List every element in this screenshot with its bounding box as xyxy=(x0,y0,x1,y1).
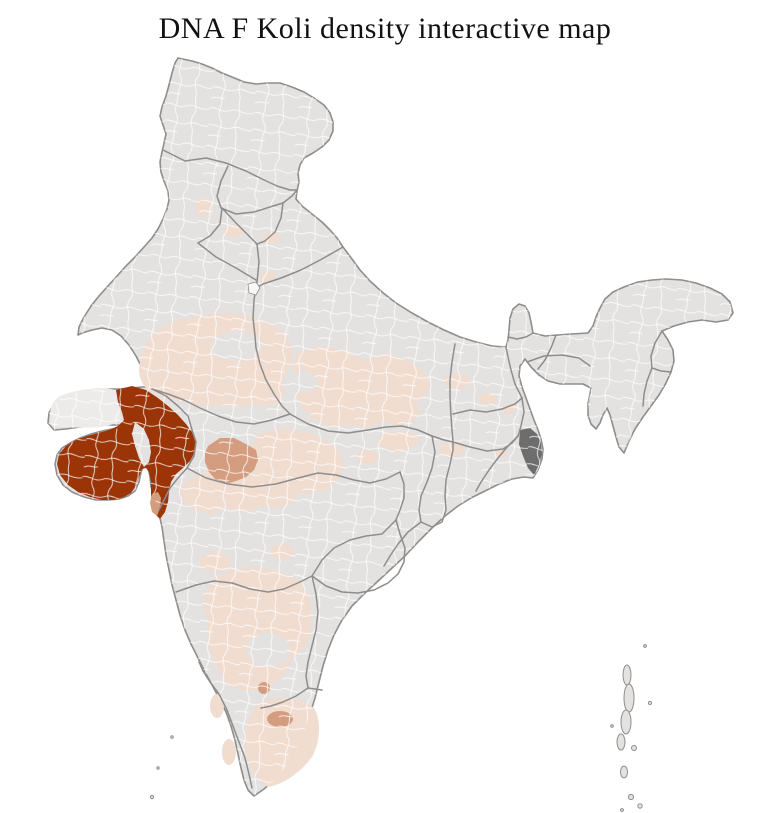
andaman-nicobar-islands[interactable] xyxy=(610,644,653,812)
lakshadweep-islands[interactable] xyxy=(149,735,174,800)
region-kerala-low-2[interactable] xyxy=(222,739,236,765)
border-punjab-haryana xyxy=(221,207,258,245)
border-uk-south xyxy=(255,246,344,289)
border-bihar-wb xyxy=(505,346,523,399)
border-assam-nagaland xyxy=(650,330,663,369)
border-haryana-raj xyxy=(197,242,257,281)
state-borders xyxy=(151,149,672,789)
border-mp-mh xyxy=(186,467,401,488)
border-mp-up xyxy=(289,413,454,443)
border-wb-west xyxy=(517,397,525,437)
border-cg-odisha xyxy=(420,441,454,528)
border-guj-east xyxy=(158,429,197,511)
border-hp xyxy=(216,165,298,215)
border-telangana-south xyxy=(311,519,406,594)
border-assam-mizoram xyxy=(642,367,653,407)
border-ap-tn xyxy=(307,687,323,691)
border-kerala-east xyxy=(218,693,253,789)
border-mh-south xyxy=(175,575,313,593)
border-ka-tn xyxy=(260,687,309,709)
border-wb-assam xyxy=(537,334,557,370)
border-haryana-up xyxy=(252,243,260,349)
border-punjab-raj xyxy=(197,207,223,244)
border-up-bihar xyxy=(449,343,456,443)
border-wb-odisha xyxy=(475,435,519,492)
border-uk-west xyxy=(256,202,284,245)
border-nagaland-manipur xyxy=(651,367,672,373)
border-raj-south xyxy=(151,388,291,425)
border-bihar-jharkhand xyxy=(452,397,523,415)
border-ka-ap xyxy=(305,575,319,689)
border-telangana-north xyxy=(311,519,397,577)
border-kerala-north xyxy=(198,661,220,695)
border-sikkim-wb xyxy=(507,332,534,340)
region-delhi[interactable] xyxy=(247,281,261,296)
border-odisha-ap xyxy=(383,521,422,567)
border-guj-raj xyxy=(151,388,193,431)
border-meghalaya xyxy=(526,354,591,367)
border-cg-west xyxy=(418,435,436,523)
border-raj-east xyxy=(255,347,291,415)
border-jk-hp xyxy=(162,149,298,191)
border-mh-cg xyxy=(395,471,405,521)
page-title: DNA F Koli density interactive map xyxy=(158,12,612,45)
